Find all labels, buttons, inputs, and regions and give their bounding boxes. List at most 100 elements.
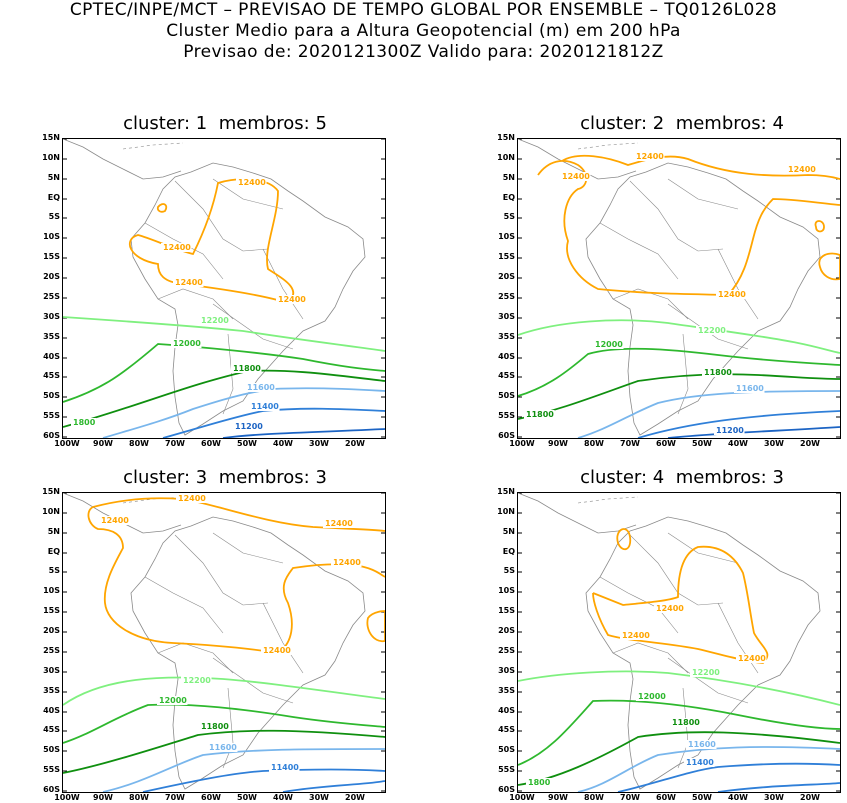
lat-label: 45S: [43, 371, 60, 380]
contour-label: 12000: [638, 692, 666, 701]
lon-label: 60W: [656, 439, 676, 448]
lat-label: 15N: [42, 133, 60, 142]
contour-label-bg: [524, 410, 555, 419]
contour-label: 12200: [692, 668, 720, 677]
central-america-coastline: [518, 139, 637, 180]
country-border: [262, 602, 304, 674]
lon-label: 70W: [165, 439, 185, 448]
contour-12400: [128, 178, 295, 305]
lon-label: 30W: [764, 793, 784, 802]
lat-label: 25S: [43, 292, 60, 301]
contour-label-bg: [714, 426, 745, 435]
lat-label: 50S: [498, 745, 515, 754]
lon-label: 60W: [201, 793, 221, 802]
lon-label: 80W: [129, 793, 149, 802]
caribbean-islands: [577, 496, 639, 504]
contour-11400: [617, 762, 840, 792]
contour-label: 11800: [672, 718, 700, 727]
contour-label-bg: [231, 364, 262, 373]
lon-label: 20W: [345, 793, 365, 802]
contour-12400: [814, 220, 825, 233]
lon-label: 60W: [201, 439, 221, 448]
lat-label: 30S: [498, 312, 515, 321]
contour-label: 12000: [595, 340, 623, 349]
lat-label: 5N: [502, 173, 515, 182]
country-border: [667, 303, 749, 350]
lat-label: EQ: [47, 547, 60, 556]
lat-label: 55S: [43, 411, 60, 420]
country-border: [599, 222, 679, 280]
lat-label: 20S: [498, 626, 515, 635]
contour-11800: [518, 373, 840, 420]
contour-12400: [156, 203, 168, 213]
lon-label: 40W: [728, 793, 748, 802]
lon-label: 20W: [800, 439, 820, 448]
lat-label: 25S: [498, 646, 515, 655]
lat-label: 55S: [498, 411, 515, 420]
contour-12200: [63, 316, 385, 352]
map-svg: 12400 12400 12400 12200 12000 11800 11600 11400…: [518, 493, 840, 792]
contour-label-bg: [736, 654, 767, 663]
lon-label: 90W: [548, 439, 568, 448]
contour-label-bg: [654, 604, 685, 613]
contour-label-bg: [261, 646, 292, 655]
contour-label-bg: [636, 692, 667, 701]
contour-label-bg: [161, 243, 192, 252]
contour-label-bg: [207, 743, 238, 752]
lon-label: 40W: [728, 439, 748, 448]
lon-label: 70W: [620, 793, 640, 802]
lat-label: 35S: [43, 686, 60, 695]
contour-label: 11800: [526, 410, 554, 419]
contour-label-bg: [696, 326, 727, 335]
contour-label-bg: [716, 290, 747, 299]
contour-label-bg: [786, 165, 817, 174]
lon-label: 70W: [620, 439, 640, 448]
map-svg: 12400 12400 12400 12400 12200 12000 11800 11600…: [518, 139, 840, 438]
contour-label: 12400: [101, 516, 129, 525]
lon-label: 90W: [548, 793, 568, 802]
contour-label: 12200: [201, 316, 229, 325]
lon-label: 20W: [800, 793, 820, 802]
lat-label: 5N: [502, 527, 515, 536]
map-svg: 12400 12400 12400 12400 12400 12200 12000 11800…: [63, 493, 385, 792]
lat-label: 10S: [43, 586, 60, 595]
contour-label: 12400: [622, 631, 650, 640]
contour-12400: [818, 252, 840, 281]
contour-label-bg: [99, 516, 130, 525]
contour-11400: [142, 768, 385, 792]
panel-1-title: cluster: 1 membros: 5: [123, 113, 327, 134]
lon-label: 60W: [656, 793, 676, 802]
contour-label: 12400: [636, 152, 664, 161]
lon-label: 50W: [692, 439, 712, 448]
contour-label: 12400: [178, 494, 206, 503]
lon-label: 100W: [54, 439, 80, 448]
lat-label: 60S: [43, 431, 60, 440]
contour-12200: [63, 676, 385, 706]
lat-label: 25S: [498, 292, 515, 301]
contour-label: 12000: [159, 696, 187, 705]
contour-label-bg: [233, 422, 264, 431]
contour-label: 11200: [716, 426, 744, 435]
contour-label: 11600: [247, 383, 275, 392]
lon-label: 100W: [509, 439, 535, 448]
contour-11200: [222, 428, 385, 438]
contour-label: 12000: [173, 339, 201, 348]
contour-label-bg: [249, 402, 280, 411]
contour-label-bg: [171, 339, 202, 348]
contour-label-bg: [702, 368, 733, 377]
contour-label-bg: [331, 558, 362, 567]
south-america-coastline: [130, 516, 366, 790]
contour-label: 12400: [263, 646, 291, 655]
contour-label-bg: [245, 383, 276, 392]
lat-label: 30S: [43, 666, 60, 675]
lat-label: 10S: [43, 232, 60, 241]
country-border: [262, 248, 304, 320]
country-border: [599, 576, 679, 634]
contour-label: 1800: [528, 778, 551, 787]
contour-label-bg: [690, 668, 721, 677]
lat-label: 10N: [497, 153, 515, 162]
lon-label: 20W: [345, 439, 365, 448]
country-border: [157, 288, 234, 320]
contour-12000: [63, 703, 385, 744]
country-border: [677, 687, 689, 769]
